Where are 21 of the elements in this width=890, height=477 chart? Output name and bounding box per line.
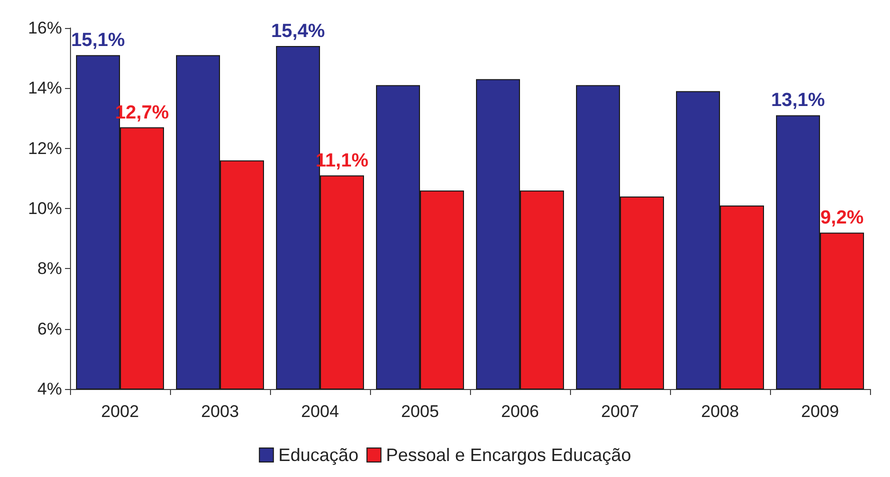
y-tick-label: 14% xyxy=(28,78,62,98)
data-label: 15,4% xyxy=(271,21,326,42)
x-tick-label: 2009 xyxy=(801,402,839,421)
y-tick-label: 4% xyxy=(37,380,62,398)
legend-label: Educação xyxy=(278,445,358,465)
y-tick-label: 8% xyxy=(37,259,62,278)
legend-label: Pessoal e Encargos Educação xyxy=(386,445,632,465)
x-tick-label: 2008 xyxy=(701,402,739,421)
y-tick-label: 16% xyxy=(28,18,62,38)
y-tick-label: 12% xyxy=(28,138,62,158)
data-label: 9,2% xyxy=(820,208,864,229)
x-tick-label: 2006 xyxy=(501,402,539,421)
x-tick-label: 2005 xyxy=(401,402,439,421)
x-tick-label: 2003 xyxy=(201,402,239,421)
data-label: 15,1% xyxy=(71,30,126,52)
x-tick-label: 2007 xyxy=(601,402,639,421)
x-tick-label: 2004 xyxy=(301,402,339,421)
y-tick-label: 10% xyxy=(28,199,62,218)
data-label: 13,1% xyxy=(771,90,826,112)
x-tick-label: 2002 xyxy=(101,402,139,421)
y-tick-label: 6% xyxy=(37,319,62,338)
